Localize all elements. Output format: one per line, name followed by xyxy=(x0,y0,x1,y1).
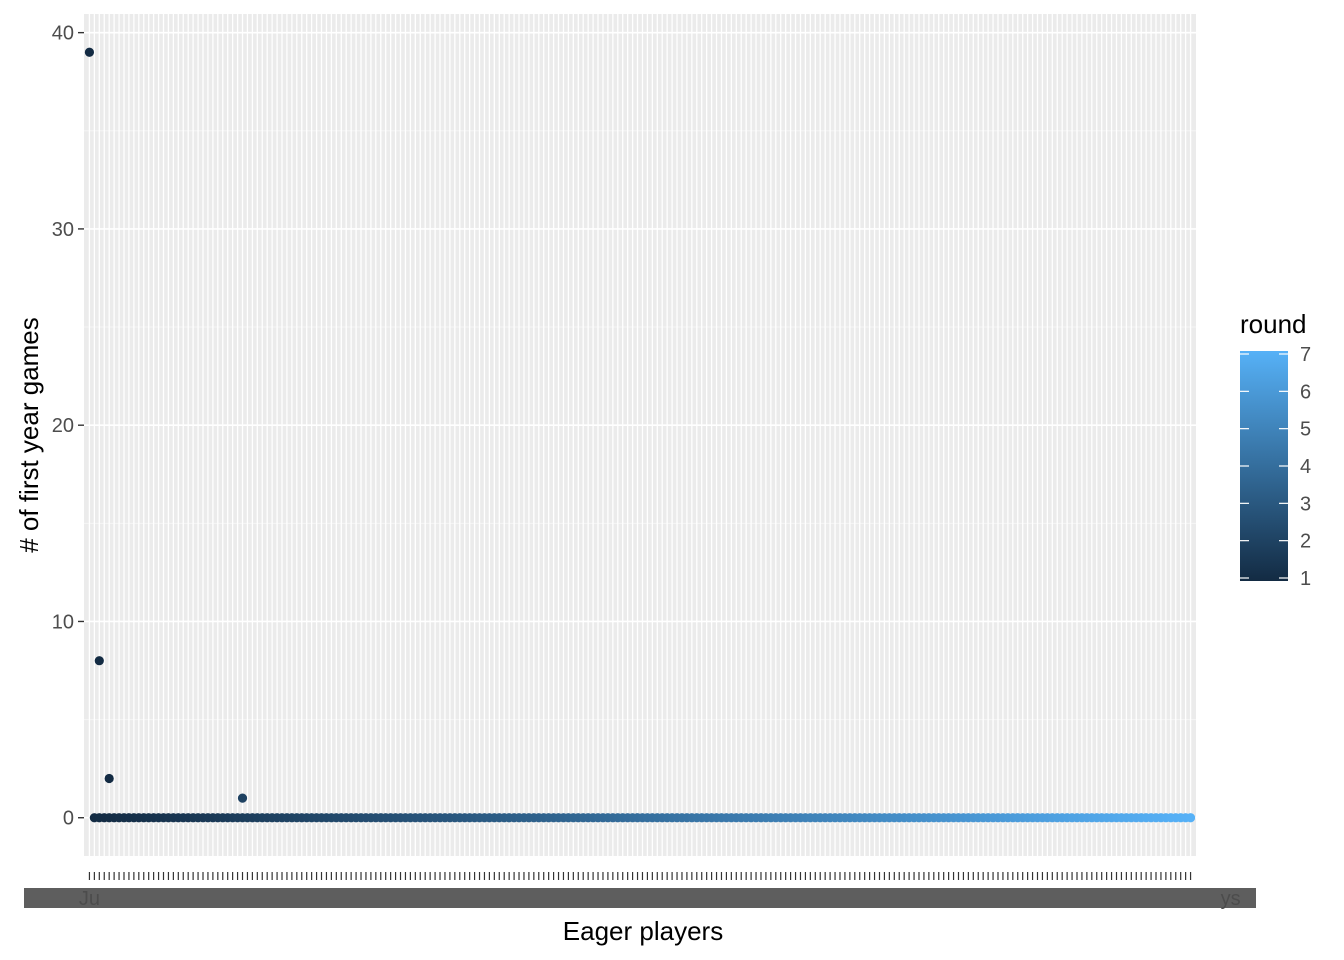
y-tick-label: 30 xyxy=(52,219,74,241)
grid-major xyxy=(84,14,1196,856)
x-axis-title: Eager players xyxy=(563,916,723,946)
data-point xyxy=(104,773,114,784)
legend-tick-label: 6 xyxy=(1300,381,1311,403)
y-tick-label: 40 xyxy=(52,23,74,45)
y-tick-label: 0 xyxy=(63,808,74,830)
panel-background xyxy=(84,14,1196,856)
y-axis-title: # of first year games xyxy=(14,317,44,553)
legend-tick-label: 4 xyxy=(1300,456,1311,478)
baseline-points xyxy=(89,813,1196,823)
data-point xyxy=(84,47,95,57)
legend-tick-label: 7 xyxy=(1300,344,1311,366)
legend-title: round xyxy=(1240,309,1307,339)
y-axis: 0 10 20 30 40 xyxy=(52,23,84,830)
data-points xyxy=(84,47,248,803)
legend-ticks: 1 2 3 4 5 6 7 xyxy=(1240,344,1311,590)
legend-tick-label: 3 xyxy=(1300,493,1311,515)
y-tick-label: 10 xyxy=(52,611,74,633)
grid-minor xyxy=(84,130,1196,721)
x-tick-labels-overplotted xyxy=(24,888,1256,908)
legend: round 1 2 3 4 5 6 7 xyxy=(1240,309,1311,590)
data-point xyxy=(237,793,248,803)
legend-tick-label: 1 xyxy=(1300,568,1311,590)
y-tick-label: 20 xyxy=(52,415,74,437)
legend-tick-label: 5 xyxy=(1300,419,1311,441)
legend-tick-label: 2 xyxy=(1300,531,1311,553)
data-point xyxy=(94,656,104,666)
x-axis: Juys xyxy=(24,872,1256,910)
data-point xyxy=(1185,813,1196,823)
